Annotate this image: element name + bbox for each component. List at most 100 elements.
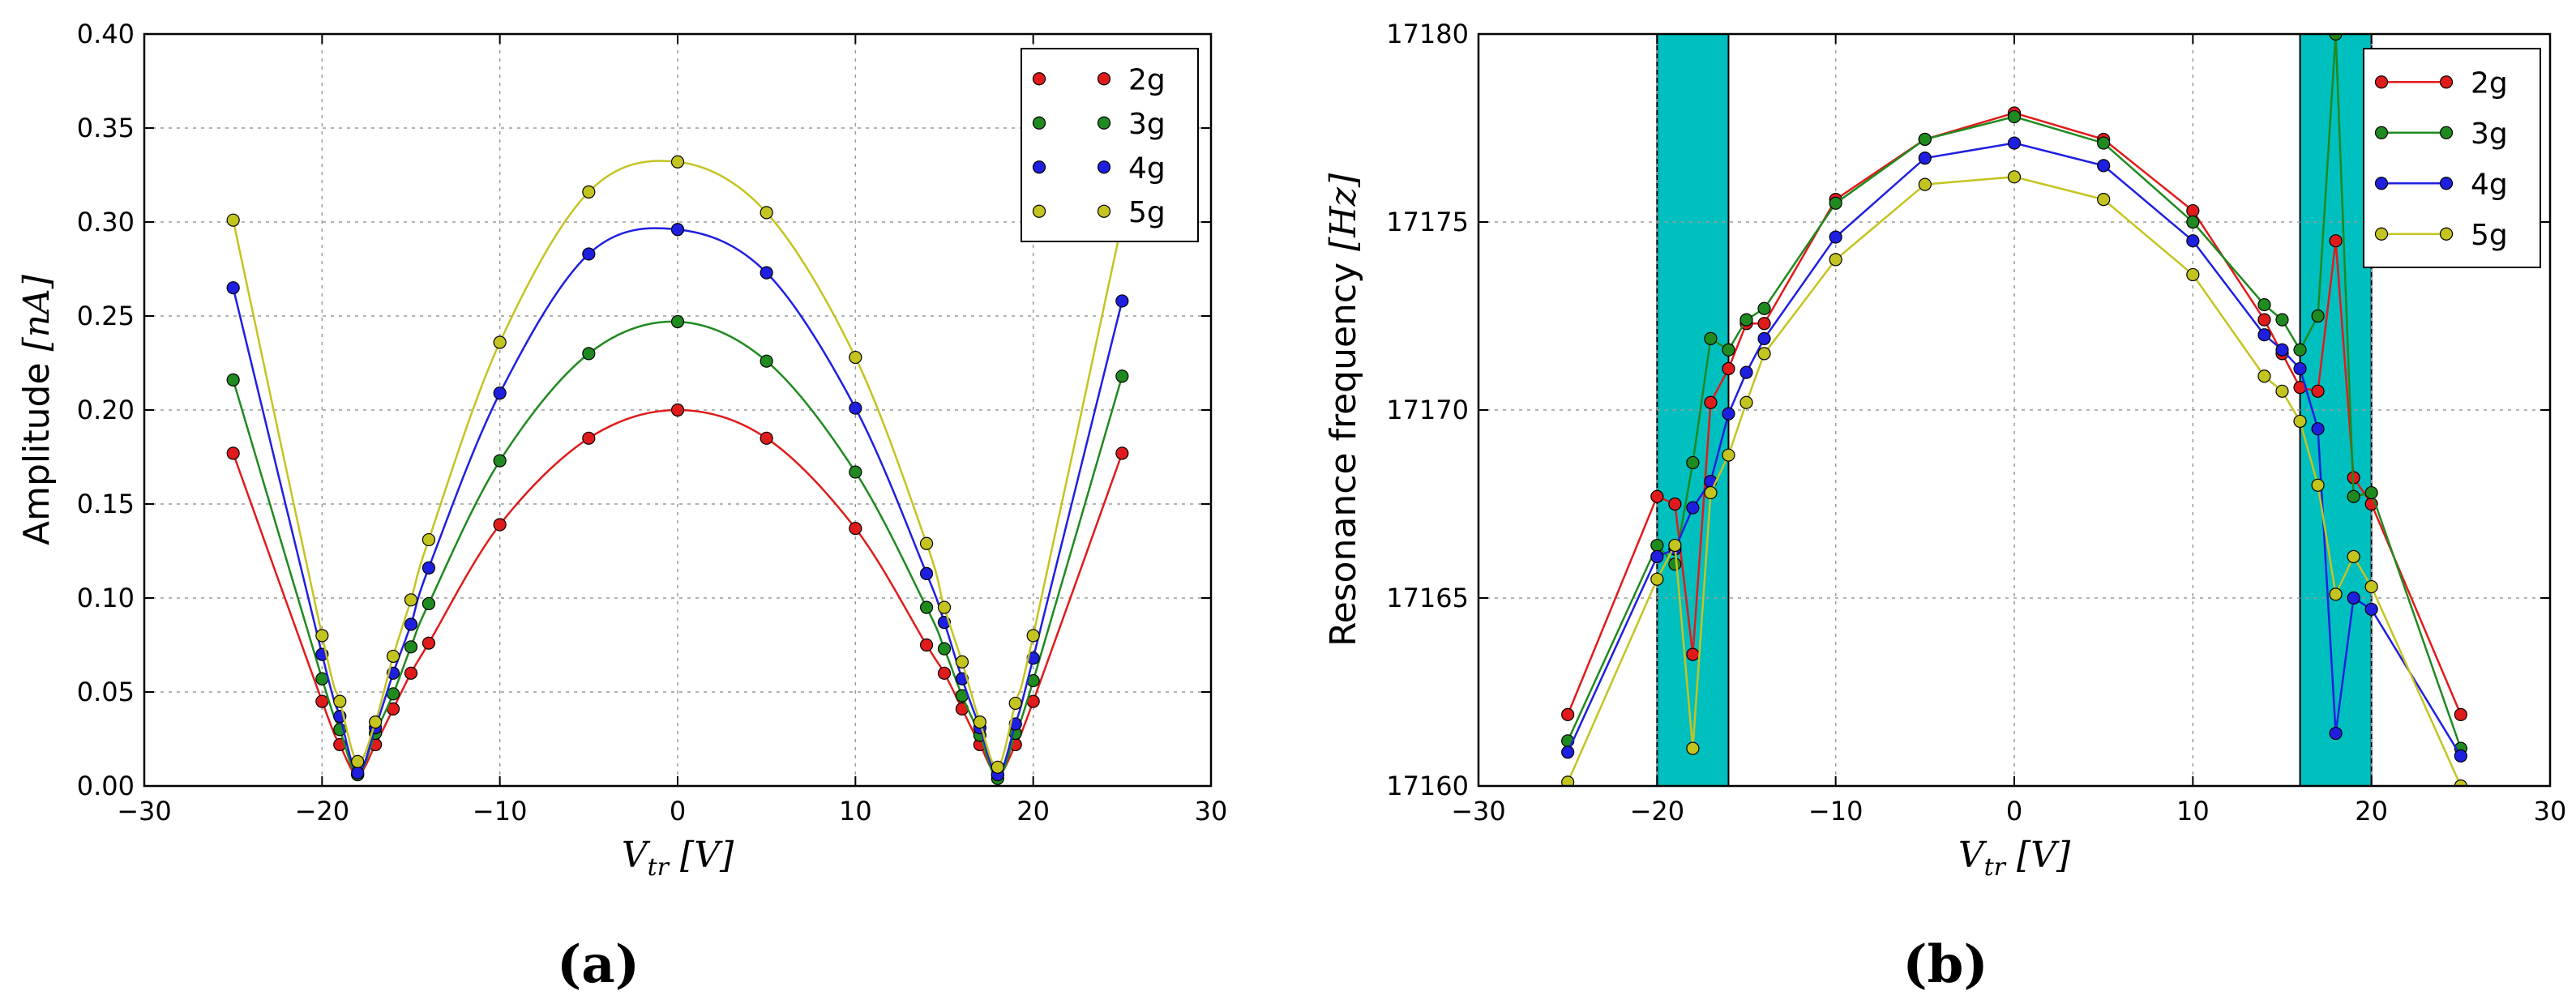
- amplitude-data-point-4g: [670, 223, 685, 237]
- resonance-data-point-3g: [2347, 489, 2360, 503]
- amplitude-series-marks: [226, 155, 1129, 785]
- resonance-data-point-2g: [2454, 707, 2467, 721]
- resonance-data-point-3g: [1829, 196, 1842, 210]
- amplitude-x-tick-label: 0: [670, 796, 686, 826]
- resonance-xlabel-unit: [V]: [2017, 835, 2071, 876]
- amplitude-data-point-5g: [421, 532, 436, 547]
- resonance-data-point-5g: [1739, 395, 1753, 409]
- resonance-data-point-5g: [1650, 572, 1664, 586]
- resonance-shaded-region: [2299, 33, 2373, 787]
- amplitude-data-point-5g: [351, 754, 365, 768]
- resonance-data-point-5g: [1686, 741, 1700, 755]
- amplitude-data-point-2g: [315, 694, 329, 708]
- amplitude-y-tick-label: 0.05: [77, 677, 135, 707]
- resonance-data-point-2g: [2311, 384, 2325, 398]
- resonance-panel-caption: (b): [1902, 934, 1988, 995]
- amplitude-y-tick-label: 0.30: [77, 207, 135, 237]
- resonance-data-point-4g: [2364, 602, 2378, 617]
- resonance-data-point-2g: [2186, 203, 2200, 218]
- amplitude-y-tick-label: 0.25: [77, 301, 135, 331]
- amplitude-data-point-3g: [226, 373, 240, 387]
- amplitude-ylabel-unit: [nA]: [16, 274, 58, 351]
- resonance-x-tick-label: −20: [1630, 796, 1685, 826]
- resonance-data-point-3g: [2364, 485, 2378, 500]
- amplitude-data-point-4g: [421, 561, 436, 574]
- amplitude-ylabel-text: Amplitude: [16, 362, 58, 545]
- resonance-data-point-3g: [1686, 455, 1700, 470]
- amplitude-x-tick-label: −30: [117, 796, 172, 826]
- resonance-data-point-2g: [1722, 361, 1735, 376]
- resonance-data-point-5g: [1561, 775, 1575, 786]
- amplitude-data-point-2g: [919, 638, 934, 652]
- amplitude-data-point-5g: [991, 760, 1004, 774]
- amplitude-data-point-3g: [493, 454, 507, 468]
- resonance-data-point-3g: [2293, 343, 2307, 357]
- resonance-data-point-4g: [1722, 407, 1735, 421]
- amplitude-data-point-4g: [849, 401, 862, 415]
- resonance-legend-marker-3g: [2439, 126, 2454, 139]
- resonance-data-point-4g: [2186, 234, 2200, 248]
- amplitude-y-tick-label: 0.10: [77, 583, 135, 613]
- amplitude-legend-marker-2g: [1032, 72, 1046, 86]
- amplitude-data-point-4g: [351, 766, 365, 779]
- amplitude-data-point-5g: [670, 155, 685, 169]
- resonance-legend-marker-3g: [2374, 126, 2389, 139]
- resonance-y-tick-label: 17175: [1386, 207, 1469, 237]
- amplitude-data-point-3g: [421, 596, 436, 611]
- resonance-data-point-3g: [1739, 313, 1753, 327]
- resonance-frequency-chart: −30 −20 −10 0 10 20 30 17160 17165 17170 17175 1718…: [1323, 19, 2566, 995]
- amplitude-data-point-5g: [315, 629, 329, 643]
- resonance-data-point-2g: [1561, 707, 1575, 721]
- resonance-legend-marker-5g: [2374, 227, 2389, 241]
- amplitude-legend-label-4g: 4g: [1128, 152, 1166, 185]
- resonance-legend-label-4g: 4g: [2471, 168, 2508, 201]
- resonance-x-tick-label: 10: [2176, 796, 2210, 826]
- amplitude-data-point-4g: [493, 387, 507, 400]
- resonance-y-tick-label: 17165: [1386, 583, 1469, 613]
- amplitude-legend-marker-4g: [1097, 160, 1111, 174]
- amplitude-data-point-3g: [919, 600, 934, 614]
- amplitude-data-point-3g: [386, 687, 400, 701]
- amplitude-x-tick-label: −20: [295, 796, 350, 826]
- amplitude-data-point-5g: [226, 213, 240, 227]
- resonance-data-point-5g: [1757, 347, 1771, 361]
- resonance-data-point-2g: [2257, 313, 2271, 327]
- amplitude-data-point-2g: [421, 636, 436, 650]
- resonance-x-tick-label: 0: [2006, 796, 2022, 826]
- resonance-data-point-5g: [1829, 253, 1842, 267]
- resonance-series-3g: [1561, 34, 2467, 755]
- resonance-data-point-4g: [1757, 331, 1771, 345]
- amplitude-chart: −30 −20 −10 0 10 20 30 0.00 0.05 0.10 0.15 0.20 0.25…: [16, 19, 1227, 995]
- resonance-data-point-5g: [2311, 478, 2325, 492]
- amplitude-xlabel-symbol: V: [622, 835, 651, 876]
- amplitude-x-tick-label: 10: [839, 796, 872, 826]
- resonance-data-point-5g: [2329, 587, 2343, 601]
- amplitude-legend-label-2g: 2g: [1128, 63, 1166, 96]
- amplitude-data-point-2g: [670, 403, 685, 417]
- resonance-data-point-5g: [1704, 485, 1718, 500]
- amplitude-data-point-4g: [760, 266, 773, 280]
- amplitude-legend-marker-5g: [1097, 204, 1111, 218]
- amplitude-data-point-4g: [955, 672, 969, 686]
- amplitude-data-point-3g: [582, 347, 596, 361]
- resonance-data-point-5g: [1918, 177, 1932, 191]
- resonance-data-point-3g: [2186, 215, 2200, 229]
- resonance-legend-marker-4g: [2439, 177, 2454, 190]
- resonance-data-point-4g: [2257, 328, 2271, 342]
- amplitude-data-point-4g: [404, 617, 418, 631]
- amplitude-y-tick-label: 0.20: [77, 395, 135, 425]
- resonance-data-point-5g: [1722, 448, 1735, 462]
- amplitude-data-point-4g: [582, 247, 596, 261]
- amplitude-y-tick-label: 0.00: [77, 771, 135, 801]
- resonance-legend-marker-5g: [2439, 227, 2454, 241]
- resonance-data-point-4g: [1739, 365, 1753, 379]
- resonance-data-point-4g: [1561, 745, 1575, 759]
- amplitude-data-point-2g: [849, 522, 862, 536]
- resonance-data-point-3g: [2275, 313, 2289, 327]
- resonance-data-point-5g: [2275, 384, 2289, 398]
- amplitude-data-point-4g: [226, 281, 240, 295]
- amplitude-y-tick-label: 0.35: [77, 113, 135, 143]
- resonance-x-tick-label: −30: [1451, 796, 1506, 826]
- resonance-y-tick-label: 17160: [1386, 771, 1469, 801]
